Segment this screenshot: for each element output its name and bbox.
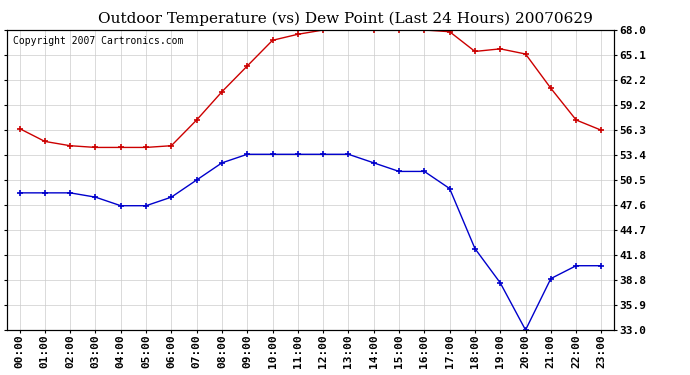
Text: Copyright 2007 Cartronics.com: Copyright 2007 Cartronics.com	[13, 36, 184, 46]
Text: Outdoor Temperature (vs) Dew Point (Last 24 Hours) 20070629: Outdoor Temperature (vs) Dew Point (Last…	[97, 11, 593, 26]
